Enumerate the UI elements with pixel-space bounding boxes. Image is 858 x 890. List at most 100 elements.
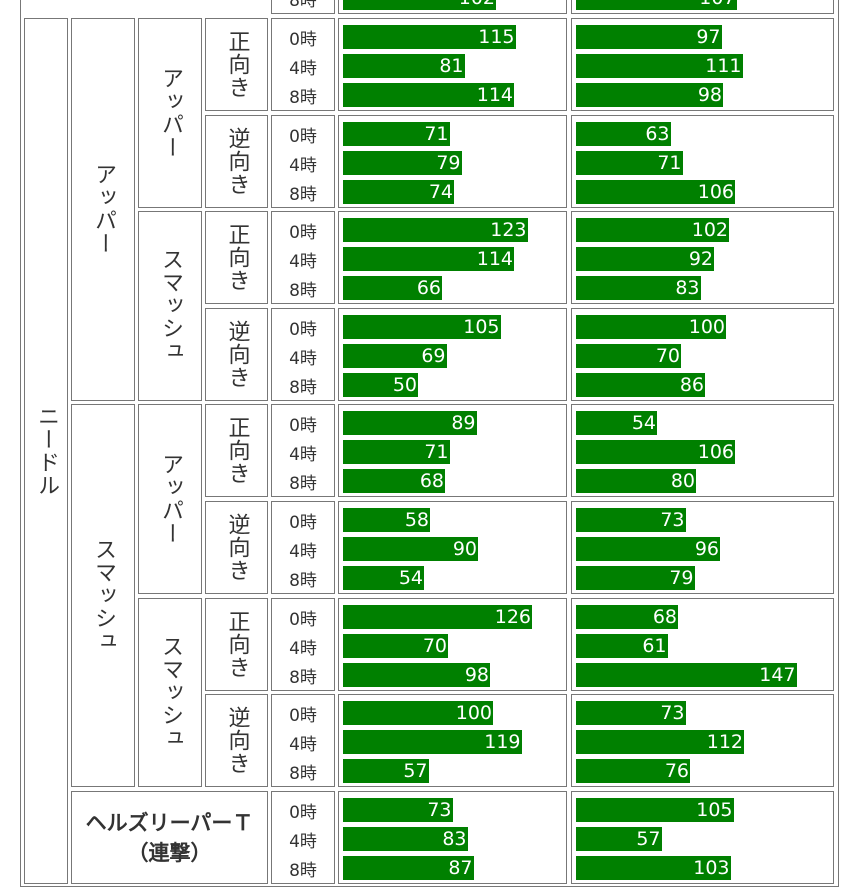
time-cell: 0時 4時 8時 [271,18,335,111]
subgroup-label: スマッシュ [71,404,135,788]
direction-label: 逆向き [205,307,268,401]
value-cell: 58 90 54 [338,501,567,594]
bar: 66 [343,276,442,301]
bar: 74 [343,179,454,204]
bar: 57 [576,826,662,851]
bar: 107 [576,0,737,11]
time-label: 8時 [289,474,317,495]
bar: 61 [576,633,668,658]
value-label: 83 [675,277,700,300]
value-label: 69 [421,344,446,367]
table-frame [20,0,839,887]
special-label-line: （連撃） [127,841,212,866]
bar: 86 [576,372,705,397]
time-label: 0時 [289,126,317,147]
special-label: ヘルズリーパーＴ （連撃） [71,790,268,884]
value-label: 58 [404,509,429,531]
bar: 112 [576,730,744,755]
direction-label: 正向き [205,211,268,305]
bar: 83 [343,826,468,851]
value-cell: 71 79 74 [338,114,567,208]
value-label: 61 [642,634,667,657]
bar: 54 [576,411,657,436]
value-label: 115 [478,26,515,48]
value-cell: 123 114 66 [338,211,567,305]
value-label: 100 [688,315,725,338]
time-label: 8時 [289,88,317,108]
value-label: 114 [476,248,513,271]
time-label: 0時 [289,416,317,437]
value-label: 76 [664,760,689,783]
value-label: 105 [696,798,733,821]
bar: 114 [343,247,514,272]
time-label: 8時 [289,281,317,302]
value-cell: 100 70 86 [571,307,834,401]
value-label: 87 [448,856,473,879]
time-label: 0時 [289,706,317,727]
value-cell: 73 83 87 [338,790,567,884]
bar: 106 [576,440,735,465]
value-cell: 89 71 68 [338,404,567,498]
value-label: 92 [688,248,713,271]
direction-label: 正向き [205,404,268,498]
time-label: 4時 [289,542,317,562]
value-label: 70 [422,634,447,657]
value-label: 147 [759,663,796,686]
value-label: 106 [697,441,734,464]
subsub-label: アッパー [138,404,202,594]
bar: 83 [576,276,701,301]
value-label: 50 [392,373,417,396]
time-label: 0時 [289,319,317,340]
value-cell: 105 57 103 [571,790,834,884]
subgroup-label: アッパー [71,18,135,401]
value-label: 111 [705,55,742,77]
value-cell: 115 81 114 [338,18,567,111]
value-label: 63 [645,122,670,145]
bar: 68 [576,604,678,629]
bar: 106 [576,179,735,204]
bar: 70 [576,343,681,368]
value-label: 107 [699,0,735,10]
value-label: 126 [494,605,531,628]
bar: 100 [576,314,726,339]
value-label: 86 [679,373,704,396]
bar: 98 [343,662,490,687]
time-label: 0時 [289,513,317,533]
value-cell: 102 [338,0,567,15]
value-label: 98 [464,663,489,686]
bar: 76 [576,759,690,784]
time-label: 0時 [289,30,317,50]
value-cell: 68 61 147 [571,597,834,691]
value-cell: 102 92 83 [571,211,834,305]
special-label-line: ヘルズリーパーＴ [85,811,254,836]
time-label: 8時 [289,0,317,12]
time-label: 4時 [289,348,317,369]
value-label: 119 [484,731,521,754]
time-label: 4時 [289,252,317,273]
value-label: 103 [693,856,730,879]
bar: 71 [343,440,450,465]
subsub-label: スマッシュ [138,211,202,401]
value-label: 80 [670,470,695,493]
value-label: 74 [428,180,453,203]
value-label: 106 [697,180,734,203]
bar: 69 [343,343,447,368]
direction-label: 逆向き [205,114,268,208]
value-label: 89 [451,412,476,435]
bar: 50 [343,372,418,397]
subsub-label: スマッシュ [138,597,202,788]
bar: 71 [576,150,683,175]
bar: 63 [576,121,671,146]
bar: 90 [343,537,478,561]
value-label: 71 [424,441,449,464]
time-cell: 0時 4時 8時 [271,114,335,208]
value-label: 102 [691,219,728,242]
direction-label: 逆向き [205,694,268,788]
bar: 81 [343,54,465,78]
bar: 103 [576,855,731,880]
value-label: 73 [427,798,452,821]
bar: 100 [343,701,493,726]
value-label: 96 [694,538,719,560]
value-cell: 105 69 50 [338,307,567,401]
bar: 71 [343,121,450,146]
